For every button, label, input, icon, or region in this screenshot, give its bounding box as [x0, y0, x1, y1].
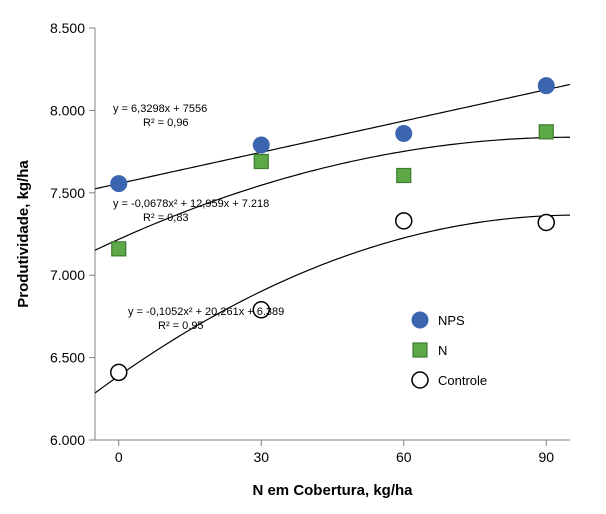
- y-tick-label: 6.000: [50, 432, 85, 448]
- x-tick-label: 60: [396, 449, 412, 465]
- r2-text: R² = 0,96: [143, 117, 189, 129]
- marker-nps: [253, 137, 269, 153]
- fit-line: [95, 137, 570, 250]
- x-tick-label: 30: [253, 449, 269, 465]
- x-tick-label: 0: [115, 449, 123, 465]
- marker-n: [254, 154, 268, 168]
- legend-label: N: [438, 343, 447, 358]
- y-tick-label: 8.000: [50, 102, 85, 118]
- chart-svg: 6.000 6.500 7.000 7.500 8.000 8.500 0 30 60 90 N e…: [0, 0, 606, 514]
- marker-n: [539, 125, 553, 139]
- r2-text: R² = 0,83: [143, 212, 189, 224]
- marker-legend: [412, 372, 428, 388]
- x-axis-label: N em Cobertura, kg/ha: [252, 482, 413, 499]
- marker-n: [112, 242, 126, 256]
- marker-controle: [396, 213, 412, 229]
- y-tick-label: 7.000: [50, 267, 85, 283]
- y-tick-label: 7.500: [50, 185, 85, 201]
- chart-container: 6.000 6.500 7.000 7.500 8.000 8.500 0 30 60 90 N e…: [0, 0, 606, 514]
- marker-legend: [412, 312, 428, 328]
- y-axis-label: Produtividade, kg/ha: [15, 160, 32, 308]
- y-tick-label: 8.500: [50, 20, 85, 36]
- marker-controle: [538, 214, 554, 230]
- marker-n: [397, 168, 411, 182]
- fit-line: [95, 215, 570, 393]
- marker-nps: [538, 78, 554, 94]
- x-tick-label: 90: [538, 449, 554, 465]
- y-tick-label: 6.500: [50, 350, 85, 366]
- marker-controle: [111, 364, 127, 380]
- legend-label: NPS: [438, 313, 465, 328]
- equation-text: y = 6,3298x + 7556: [113, 103, 207, 115]
- marker-nps: [396, 125, 412, 141]
- marker-legend: [413, 343, 427, 357]
- fit-line: [95, 84, 570, 188]
- equation-text: y = -0,0678x² + 12,959x + 7.218: [113, 198, 269, 210]
- equation-text: y = -0,1052x² + 20,261x + 6.389: [128, 306, 284, 318]
- marker-nps: [111, 176, 127, 192]
- legend-label: Controle: [438, 373, 487, 388]
- r2-text: R² = 0,95: [158, 320, 204, 332]
